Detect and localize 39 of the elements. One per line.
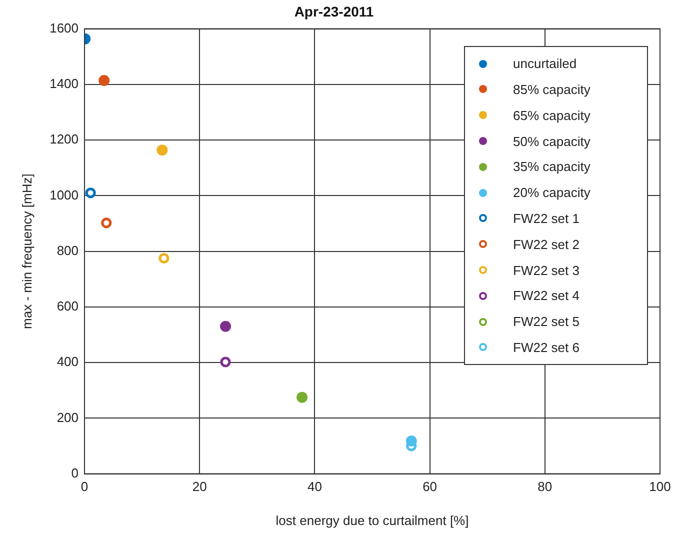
y-tick-label: 1600 [50, 20, 79, 36]
point [406, 435, 417, 446]
point [220, 356, 231, 368]
point [158, 252, 170, 264]
legend-label: uncurtailed [513, 56, 577, 72]
y-tick-label: 800 [56, 242, 79, 258]
y-tick-label: 400 [56, 354, 79, 370]
legend-label: 20% capacity [513, 185, 590, 200]
legend-label: 35% capacity [513, 159, 590, 174]
y-tick-label: 1000 [50, 187, 79, 202]
x-tick-label: 0 [80, 479, 88, 494]
x-axis-title: lost energy due to curtailment [%] [276, 512, 469, 528]
y-axis-title: max - min frequency [mHz] [19, 174, 34, 329]
legend-label: 65% capacity [513, 108, 590, 123]
point [85, 188, 96, 198]
point [101, 218, 112, 228]
legend-label: FW22 set 4 [513, 288, 580, 304]
x-tick-label: 40 [307, 479, 322, 494]
point [98, 75, 110, 86]
y-tick-label: 600 [56, 298, 79, 314]
legend-label: FW22 set 6 [513, 340, 580, 355]
y-tick-label: 0 [71, 465, 79, 480]
legend-label: FW22 set 3 [513, 262, 580, 278]
point [156, 144, 168, 156]
legend-label: FW22 set 1 [513, 210, 580, 226]
x-tick-label: 20 [192, 479, 207, 494]
y-tick-label: 1200 [50, 132, 79, 147]
legend-label: FW22 set 2 [513, 236, 580, 252]
legend-label: FW22 set 5 [513, 314, 580, 330]
x-tick-label: 80 [538, 479, 552, 494]
chart-title: Apr-23-2011 [294, 3, 374, 20]
legend-label: 50% capacity [513, 134, 590, 149]
y-tick-label: 1400 [50, 76, 79, 92]
x-tick-label: 100 [649, 479, 671, 494]
point [296, 392, 308, 403]
point [220, 320, 232, 332]
y-tick-label: 200 [56, 410, 79, 425]
legend-label: 85% capacity [513, 82, 590, 97]
x-tick-label: 60 [422, 479, 438, 494]
